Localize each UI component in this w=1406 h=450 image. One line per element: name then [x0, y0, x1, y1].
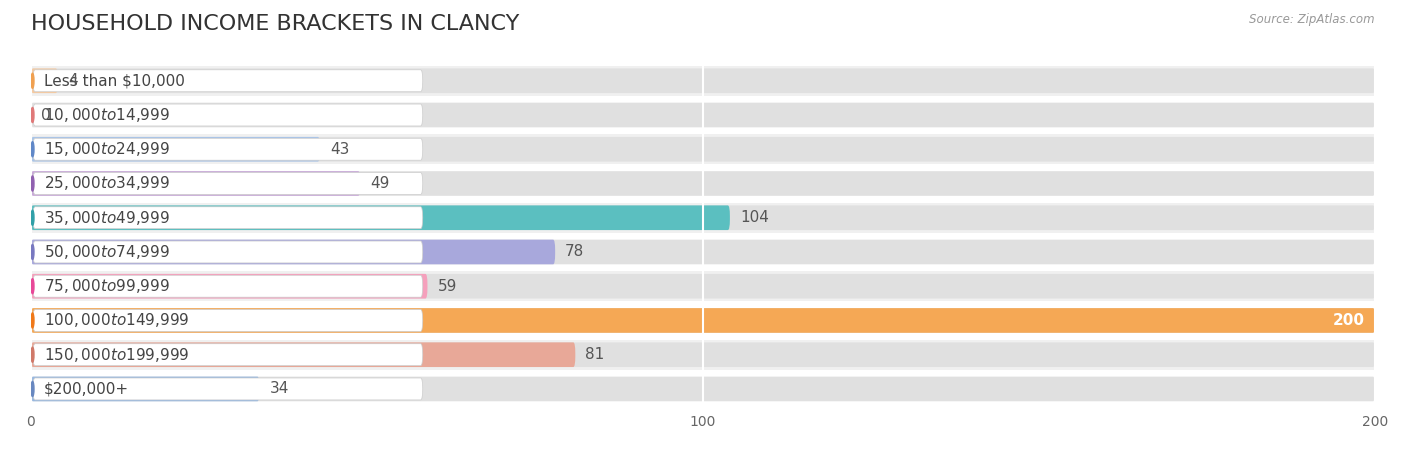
FancyBboxPatch shape [32, 344, 423, 366]
FancyBboxPatch shape [31, 205, 730, 230]
Text: $50,000 to $74,999: $50,000 to $74,999 [44, 243, 170, 261]
Circle shape [31, 347, 34, 362]
FancyBboxPatch shape [31, 308, 1375, 333]
Text: 59: 59 [437, 279, 457, 294]
Circle shape [31, 313, 34, 328]
FancyBboxPatch shape [32, 378, 423, 400]
Circle shape [31, 382, 34, 396]
FancyBboxPatch shape [31, 342, 575, 367]
Circle shape [31, 142, 34, 157]
FancyBboxPatch shape [32, 310, 423, 331]
Circle shape [31, 73, 34, 88]
Text: $75,000 to $99,999: $75,000 to $99,999 [44, 277, 170, 295]
FancyBboxPatch shape [31, 377, 260, 401]
FancyBboxPatch shape [31, 168, 1375, 198]
Circle shape [31, 279, 34, 294]
FancyBboxPatch shape [31, 205, 1375, 230]
FancyBboxPatch shape [31, 202, 1375, 233]
Text: 4: 4 [67, 73, 77, 88]
FancyBboxPatch shape [31, 134, 1375, 164]
FancyBboxPatch shape [31, 68, 58, 93]
Text: $25,000 to $34,999: $25,000 to $34,999 [44, 175, 170, 193]
FancyBboxPatch shape [31, 340, 1375, 370]
FancyBboxPatch shape [32, 138, 423, 160]
FancyBboxPatch shape [31, 271, 1375, 302]
Text: 78: 78 [565, 244, 585, 260]
Text: 49: 49 [370, 176, 389, 191]
FancyBboxPatch shape [31, 68, 1375, 93]
FancyBboxPatch shape [31, 240, 555, 264]
FancyBboxPatch shape [31, 306, 1375, 336]
FancyBboxPatch shape [31, 274, 427, 298]
FancyBboxPatch shape [32, 172, 423, 194]
FancyBboxPatch shape [31, 308, 1375, 333]
Text: $10,000 to $14,999: $10,000 to $14,999 [44, 106, 170, 124]
FancyBboxPatch shape [31, 274, 1375, 298]
FancyBboxPatch shape [31, 237, 1375, 267]
FancyBboxPatch shape [31, 377, 1375, 401]
FancyBboxPatch shape [31, 137, 1375, 162]
Text: Less than $10,000: Less than $10,000 [44, 73, 186, 88]
Text: $200,000+: $200,000+ [44, 382, 129, 396]
FancyBboxPatch shape [32, 104, 423, 126]
Text: 0: 0 [41, 108, 51, 122]
FancyBboxPatch shape [32, 275, 423, 297]
Text: $150,000 to $199,999: $150,000 to $199,999 [44, 346, 190, 364]
FancyBboxPatch shape [32, 70, 423, 92]
Text: Source: ZipAtlas.com: Source: ZipAtlas.com [1250, 14, 1375, 27]
FancyBboxPatch shape [32, 207, 423, 229]
Text: $15,000 to $24,999: $15,000 to $24,999 [44, 140, 170, 158]
Circle shape [31, 244, 34, 260]
Text: 200: 200 [1333, 313, 1365, 328]
Text: $35,000 to $49,999: $35,000 to $49,999 [44, 209, 170, 227]
Circle shape [31, 176, 34, 191]
FancyBboxPatch shape [31, 342, 1375, 367]
FancyBboxPatch shape [31, 66, 1375, 96]
FancyBboxPatch shape [31, 374, 1375, 404]
FancyBboxPatch shape [31, 171, 1375, 196]
Circle shape [31, 108, 34, 122]
FancyBboxPatch shape [31, 103, 1375, 127]
FancyBboxPatch shape [32, 241, 423, 263]
Text: 43: 43 [330, 142, 349, 157]
FancyBboxPatch shape [31, 137, 321, 162]
FancyBboxPatch shape [31, 240, 1375, 264]
FancyBboxPatch shape [31, 100, 1375, 130]
Text: 34: 34 [270, 382, 288, 396]
Text: HOUSEHOLD INCOME BRACKETS IN CLANCY: HOUSEHOLD INCOME BRACKETS IN CLANCY [31, 14, 519, 33]
Text: $100,000 to $149,999: $100,000 to $149,999 [44, 311, 190, 329]
FancyBboxPatch shape [31, 171, 360, 196]
Text: 81: 81 [585, 347, 605, 362]
Circle shape [31, 210, 34, 225]
Text: 104: 104 [740, 210, 769, 225]
